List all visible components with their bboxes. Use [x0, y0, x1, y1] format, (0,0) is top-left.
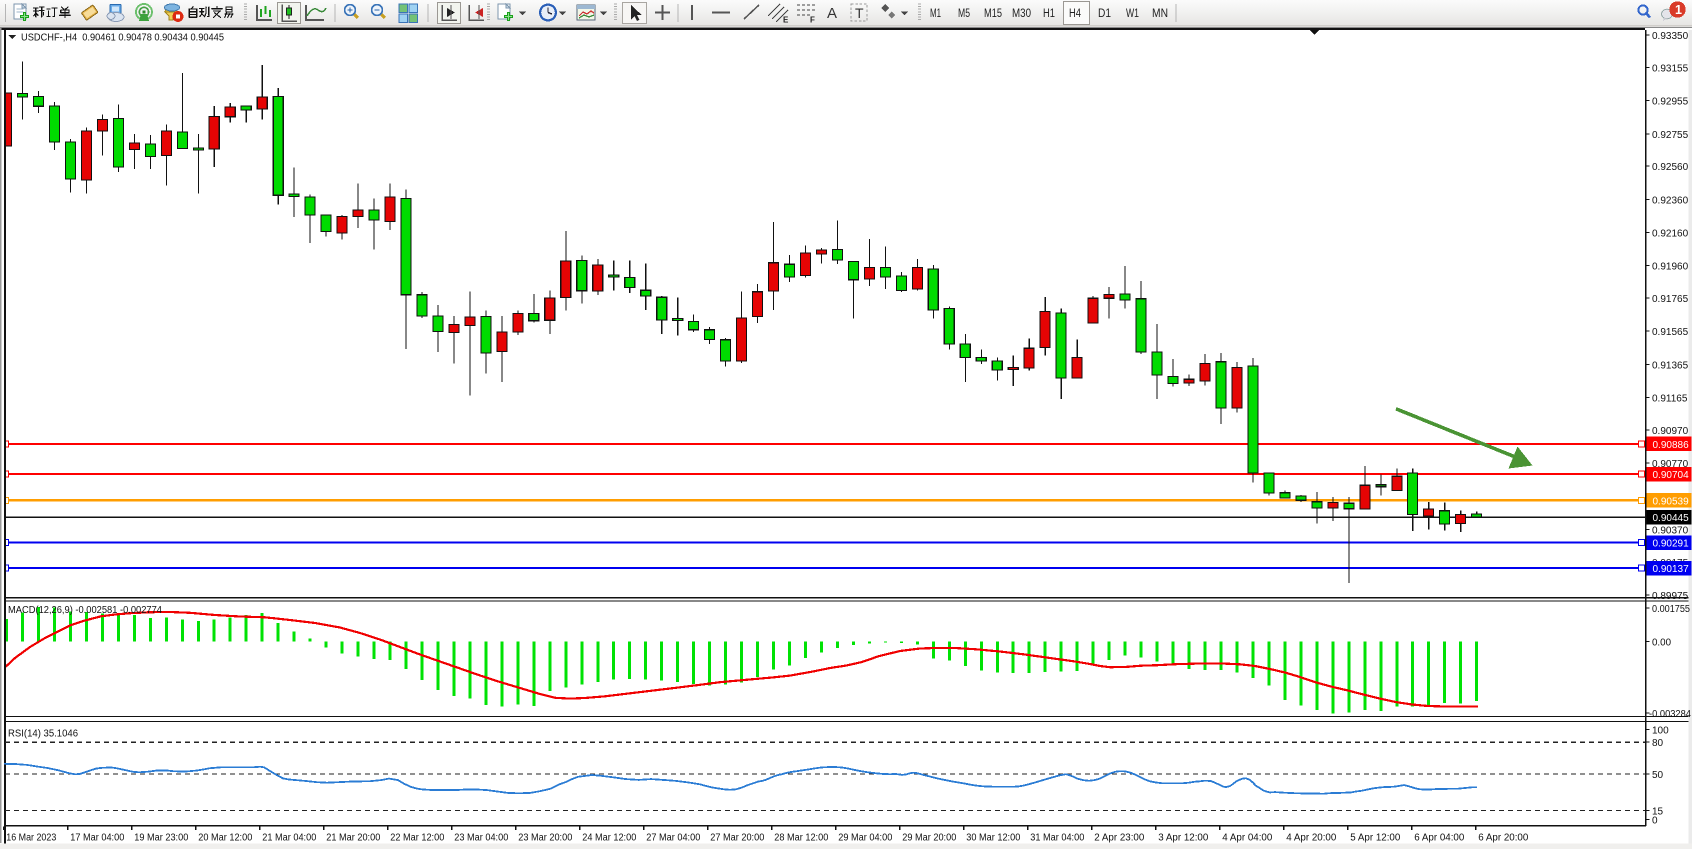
svg-text:0.90770: 0.90770	[1652, 459, 1689, 470]
svg-text:H4: H4	[1069, 8, 1081, 20]
svg-text:MACD(12,26,9) -0.002581 -0.002: MACD(12,26,9) -0.002581 -0.002774	[8, 605, 163, 616]
svg-text:0.93350: 0.93350	[1652, 31, 1689, 42]
svg-text:E: E	[783, 16, 789, 25]
svg-text:0.92755: 0.92755	[1652, 130, 1689, 141]
svg-text:4 Apr 20:00: 4 Apr 20:00	[1286, 833, 1336, 844]
svg-text:21 Mar 20:00: 21 Mar 20:00	[326, 833, 380, 844]
svg-text:0.91165: 0.91165	[1652, 394, 1688, 405]
svg-text:2 Apr 23:00: 2 Apr 23:00	[1094, 833, 1144, 844]
svg-text:M15: M15	[984, 8, 1002, 20]
svg-text:6 Apr 20:00: 6 Apr 20:00	[1478, 833, 1528, 844]
svg-text:M30: M30	[1012, 8, 1031, 20]
svg-text:0.90445: 0.90445	[1653, 513, 1690, 524]
svg-text:0.93155: 0.93155	[1652, 64, 1689, 75]
svg-text:0.90970: 0.90970	[1652, 426, 1689, 437]
svg-text:29 Mar 04:00: 29 Mar 04:00	[838, 833, 892, 844]
svg-text:1: 1	[1675, 3, 1682, 17]
svg-text:0.90137: 0.90137	[1653, 564, 1690, 575]
svg-text:24 Mar 12:00: 24 Mar 12:00	[582, 833, 636, 844]
svg-text:15: 15	[1652, 807, 1664, 818]
svg-text:30 Mar 12:00: 30 Mar 12:00	[966, 833, 1020, 844]
svg-text:0.001755: 0.001755	[1652, 604, 1690, 615]
svg-text:23 Mar 20:00: 23 Mar 20:00	[518, 833, 572, 844]
svg-text:USDCHF-,H4 0.90461 0.90478 0.: USDCHF-,H4 0.90461 0.90478 0.90434 0.904…	[21, 33, 225, 44]
svg-text:16 Mar 2023: 16 Mar 2023	[6, 833, 56, 844]
svg-text:H1: H1	[1043, 8, 1055, 20]
svg-text:0.92560: 0.92560	[1652, 162, 1689, 173]
svg-text:0.91565: 0.91565	[1652, 327, 1689, 338]
svg-text:100: 100	[1652, 726, 1669, 737]
svg-text:50: 50	[1652, 770, 1664, 781]
svg-text:0.92160: 0.92160	[1652, 229, 1689, 240]
svg-text:5 Apr 12:00: 5 Apr 12:00	[1350, 833, 1400, 844]
svg-text:6 Apr 04:00: 6 Apr 04:00	[1414, 833, 1464, 844]
svg-text:0.91960: 0.91960	[1652, 262, 1689, 273]
svg-text:0.90291: 0.90291	[1653, 539, 1690, 550]
svg-text:0.90370: 0.90370	[1652, 526, 1689, 537]
svg-text:29 Mar 20:00: 29 Mar 20:00	[902, 833, 956, 844]
svg-text:RSI(14) 35.1046: RSI(14) 35.1046	[8, 729, 79, 740]
svg-text:17 Mar 04:00: 17 Mar 04:00	[70, 833, 124, 844]
svg-text:3 Apr 12:00: 3 Apr 12:00	[1158, 833, 1208, 844]
svg-text:0.90704: 0.90704	[1653, 470, 1690, 481]
svg-text:21 Mar 04:00: 21 Mar 04:00	[262, 833, 316, 844]
svg-text:-0.003284: -0.003284	[1649, 709, 1691, 720]
svg-text:A: A	[827, 5, 837, 22]
svg-text:0.00: 0.00	[1652, 638, 1671, 649]
svg-text:0.92360: 0.92360	[1652, 195, 1689, 206]
svg-text:4 Apr 04:00: 4 Apr 04:00	[1222, 833, 1272, 844]
svg-text:F: F	[810, 16, 815, 25]
svg-text:0: 0	[1652, 816, 1658, 827]
svg-text:0.91765: 0.91765	[1652, 294, 1689, 305]
svg-text:M1: M1	[930, 8, 941, 20]
svg-text:0.89975: 0.89975	[1652, 591, 1689, 602]
svg-text:0.90886: 0.90886	[1653, 440, 1690, 451]
svg-text:27 Mar 20:00: 27 Mar 20:00	[710, 833, 764, 844]
svg-text:23 Mar 04:00: 23 Mar 04:00	[454, 833, 508, 844]
svg-text:D1: D1	[1098, 8, 1111, 20]
svg-text:W1: W1	[1126, 8, 1139, 20]
svg-text:80: 80	[1652, 738, 1664, 749]
svg-text:M5: M5	[958, 8, 970, 20]
svg-text:22 Mar 12:00: 22 Mar 12:00	[390, 833, 444, 844]
svg-text:0.91365: 0.91365	[1652, 360, 1689, 371]
svg-text:0.90539: 0.90539	[1653, 496, 1690, 507]
svg-text:MN: MN	[1152, 8, 1168, 20]
svg-text:T: T	[855, 5, 864, 21]
svg-text:20 Mar 12:00: 20 Mar 12:00	[198, 833, 252, 844]
svg-text:28 Mar 12:00: 28 Mar 12:00	[774, 833, 828, 844]
svg-text:31 Mar 04:00: 31 Mar 04:00	[1030, 833, 1084, 844]
svg-text:19 Mar 23:00: 19 Mar 23:00	[134, 833, 188, 844]
svg-text:0.92955: 0.92955	[1652, 97, 1689, 108]
svg-text:27 Mar 04:00: 27 Mar 04:00	[646, 833, 700, 844]
